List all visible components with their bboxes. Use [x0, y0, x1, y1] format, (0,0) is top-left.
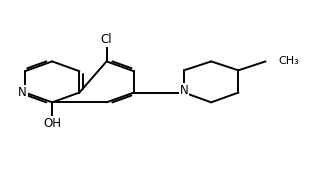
Text: CH₃: CH₃ [278, 56, 299, 66]
Text: N: N [18, 86, 27, 99]
Text: N: N [180, 84, 188, 97]
Text: OH: OH [43, 117, 61, 130]
Text: Cl: Cl [101, 33, 112, 46]
